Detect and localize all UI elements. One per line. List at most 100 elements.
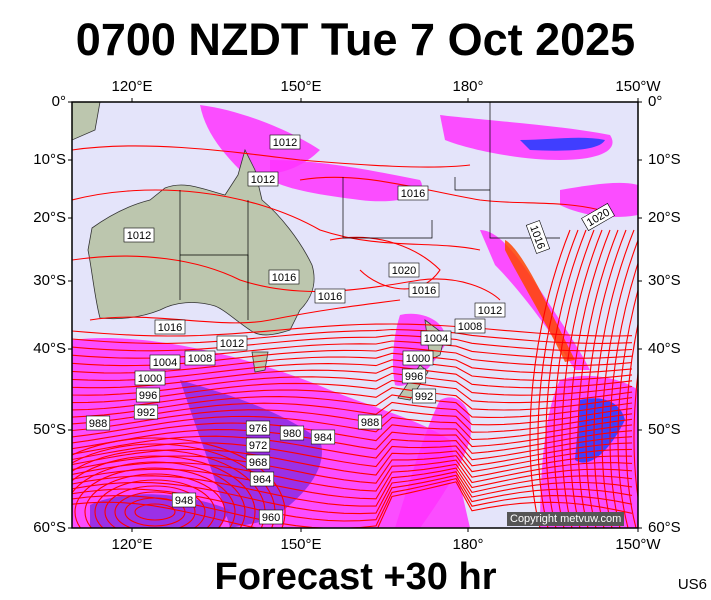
isobar-line [585, 229, 627, 528]
precip-area [560, 182, 638, 217]
isobar-low [124, 497, 186, 527]
isobar-label-box [401, 368, 427, 384]
isobar-label-box [154, 319, 186, 335]
isobar-label-text: 1004 [424, 333, 448, 345]
isobar-label: 984 [310, 429, 336, 445]
isobar-label-text: 964 [253, 474, 271, 486]
isobar-line [72, 255, 501, 301]
isobar-label-text: 1012 [478, 305, 502, 317]
isobar-line [72, 323, 633, 337]
lat-tick-left: 30°S [33, 272, 66, 289]
isobar-label: 1016 [268, 269, 300, 285]
isobar-label: 996 [135, 387, 161, 403]
isobar-line [72, 467, 633, 507]
isobar-line [577, 229, 619, 528]
lat-tick-left: 10°S [33, 151, 66, 168]
isobar-label: 1012 [216, 335, 248, 351]
lat-tick-left: 60°S [33, 519, 66, 536]
isobar-label-box [408, 282, 440, 298]
precip-area [520, 137, 605, 151]
precip-area [395, 397, 471, 528]
lat-tick-right: 60°S [648, 519, 681, 536]
isobar-label-text: 984 [314, 432, 332, 444]
isobar-label: 1016 [408, 282, 440, 298]
isobar-label-box [258, 509, 284, 525]
isobar-label-box [216, 335, 248, 351]
isobar-label-text: 976 [249, 423, 267, 435]
isobar-label: 1020 [388, 262, 420, 278]
lon-tick-top: 150°E [280, 78, 322, 95]
australia-land [87, 148, 315, 336]
precip-area [200, 105, 320, 174]
isobar-label-box [171, 492, 197, 508]
lat-tick-right: 10°S [648, 151, 681, 168]
isobar-label: 1012 [247, 171, 279, 187]
isobar-label: 1012 [123, 227, 155, 243]
isobar-line [72, 435, 633, 461]
isobar-label: 1016 [397, 185, 429, 201]
lon-tick-bottom: 150°E [280, 536, 322, 553]
isobar-low [94, 479, 216, 528]
map-frame [71, 101, 639, 529]
isobar-label-text: 1012 [251, 174, 275, 186]
isobar-line [72, 448, 633, 476]
isobar-line [72, 387, 633, 411]
isobar-label: 1012 [474, 302, 506, 318]
isobar-label-box [388, 262, 420, 278]
isobar-label-text: 1000 [138, 373, 162, 385]
isobar-label-box [525, 220, 551, 254]
isobar-label: 948 [171, 492, 197, 508]
isobar-label-text: 1012 [273, 137, 297, 149]
isobar-label-text: 1004 [153, 357, 177, 369]
isobar-line [89, 299, 401, 324]
isobar-label-text: 948 [175, 495, 193, 507]
isobar-label-text: 1020 [392, 265, 416, 277]
isobar-label-text: 1012 [127, 230, 151, 242]
isobar-label-box [245, 454, 271, 470]
isobar-label: 972 [245, 437, 271, 453]
isobar-low [72, 437, 286, 528]
lat-tick-left: 40°S [33, 340, 66, 357]
isobar-label-box [357, 414, 383, 430]
isobar-label-box [249, 471, 275, 487]
isobar-line [593, 229, 635, 528]
isobar-label-box [85, 415, 111, 431]
isobar-line [625, 321, 638, 528]
isobar-label: 1016 [314, 288, 346, 304]
isobar-low [104, 485, 206, 528]
isobar-label-text: 996 [405, 371, 423, 383]
isobar-low [114, 491, 196, 528]
isobar-label: 1004 [420, 330, 452, 346]
isobar-label: 980 [279, 425, 305, 441]
isobar-label-box [397, 185, 429, 201]
isobar-label-text: 960 [262, 512, 280, 524]
isobar-line [617, 288, 638, 528]
isobar-line [609, 261, 638, 528]
isobar-label-text: 968 [249, 457, 267, 469]
isobar-label-box [454, 318, 486, 334]
isobar-line [72, 455, 633, 484]
lat-tick-right: 0° [648, 93, 663, 110]
isobar-line [537, 229, 579, 528]
isobar-label-text: 996 [139, 390, 157, 402]
isobar-label-box [123, 227, 155, 243]
forecast-label: Forecast +30 hr [214, 556, 497, 598]
isobar-label: 1012 [269, 134, 301, 150]
copyright-label: Copyright metvuw.com [507, 512, 625, 526]
isobar-line [72, 328, 633, 344]
isobar-label: 960 [258, 509, 284, 525]
isobar-label-text: 992 [415, 391, 433, 403]
isobar-line [72, 459, 633, 492]
isobar-low [134, 503, 176, 521]
isobar-label-text: 1016 [158, 322, 182, 334]
lon-tick-bottom: 150°W [615, 536, 661, 553]
chart-code: US6 [677, 576, 707, 593]
isobar-line [72, 474, 633, 522]
isobar-line [72, 334, 633, 352]
isobar-low [72, 461, 246, 528]
isobar-label-box [474, 302, 506, 318]
isobar-label: 988 [85, 415, 111, 431]
isobar-label-text: 1016 [272, 272, 296, 284]
isobar-label-box [245, 437, 271, 453]
